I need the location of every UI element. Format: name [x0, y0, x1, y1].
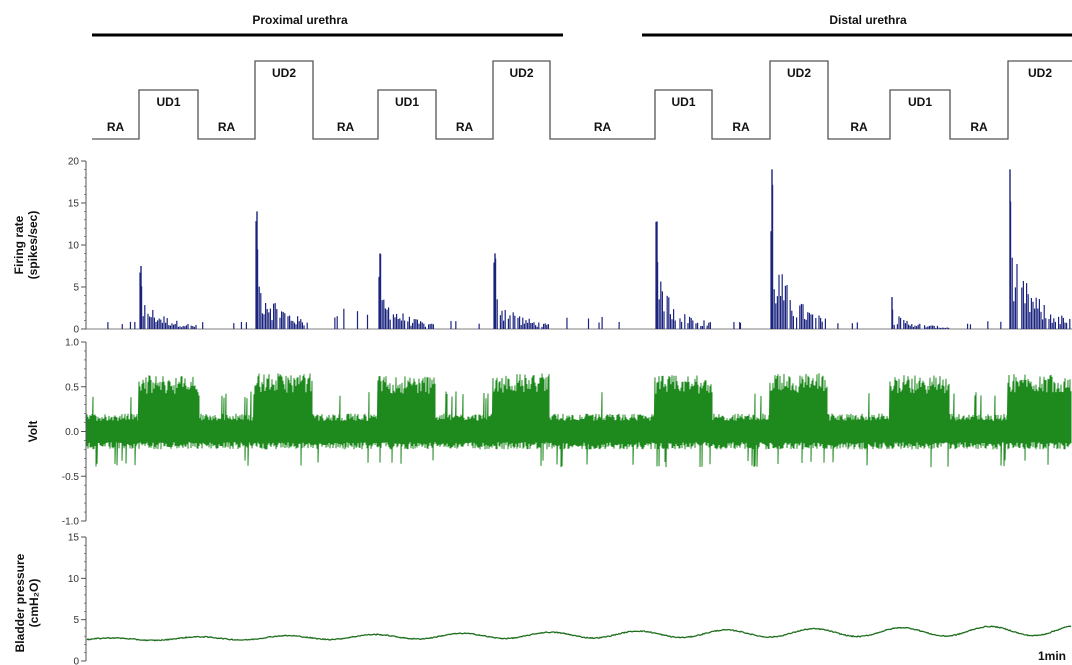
firing-rate-bars-11 [733, 322, 742, 329]
phase-label-7: RA [456, 120, 474, 134]
bladder-pressure-trace [86, 625, 1072, 642]
proximal-section-label: Proximal urethra [252, 13, 348, 27]
firing-rate-bars-7 [450, 320, 480, 329]
protocol-trace: RA UD1 RA UD2 RA UD1 RA UD2 RA UD1 RA UD2 RA UD1 RA UD2 [92, 60, 1072, 140]
firing-rate-bars-1 [107, 321, 136, 329]
volt-tick-label: 1.0 [65, 338, 79, 349]
volt-tick-label: -0.5 [62, 472, 80, 483]
scale-bar-label: 1min [1038, 649, 1066, 663]
firing-rate-bars-9 [566, 316, 620, 329]
firing-rate-bars-3 [202, 321, 248, 329]
phase-label-4: UD2 [272, 66, 296, 80]
volt-panel: 1.0 0.5 0.0 -0.5 -1.0 Volt [26, 338, 1072, 528]
firing-rate-tick-label: 15 [68, 199, 80, 210]
firing-rate-bars-13 [837, 322, 858, 329]
phase-label-1: RA [107, 120, 125, 134]
phase-label-11: RA [732, 120, 750, 134]
firing-rate-bars-10 [655, 221, 712, 329]
phase-label-14: UD1 [908, 95, 932, 109]
distal-section-label: Distal urethra [829, 13, 907, 27]
firing-rate-bars-14 [891, 297, 950, 329]
phase-label-3: RA [218, 120, 236, 134]
phase-label-9: RA [594, 120, 612, 134]
firing-rate-bars-4 [255, 211, 308, 329]
volt-axis-label: Volt [26, 421, 40, 443]
firing-rate-tick-label: 0 [73, 325, 79, 336]
firing-rate-tick-label: 20 [68, 157, 80, 168]
firing-rate-bars-5 [334, 308, 369, 329]
phase-label-5: RA [337, 120, 355, 134]
phase-label-16: UD2 [1028, 66, 1052, 80]
firing-rate-bars-8 [493, 253, 550, 329]
phase-label-8: UD2 [509, 66, 533, 80]
phase-label-10: UD1 [671, 95, 695, 109]
volt-tick-label: -1.0 [62, 517, 80, 528]
firing-rate-tick-label: 5 [73, 283, 79, 294]
phase-label-2: UD1 [156, 95, 180, 109]
firing-rate-bars-6 [378, 253, 434, 329]
bladder-pressure-tick-label: 15 [68, 533, 80, 544]
bladder-pressure-axis-label: Bladder pressure(cmH₂O) [13, 553, 41, 652]
firing-rate-axis-label: Firing rate(spikes/sec) [12, 211, 40, 280]
firing-rate-bars-15 [966, 321, 1002, 329]
protocol-step-line [92, 60, 1072, 140]
volt-tick-label: 0.5 [65, 382, 79, 393]
phase-label-15: RA [970, 120, 988, 134]
bladder-pressure-panel: 15 10 5 0 Bladder pressure(cmH₂O) [13, 533, 1072, 665]
bladder-pressure-tick-label: 10 [68, 574, 80, 585]
bladder-pressure-tick-label: 5 [73, 615, 79, 626]
bladder-pressure-tick-label: 0 [73, 657, 79, 665]
phase-label-12: UD2 [787, 66, 811, 80]
phase-label-13: RA [850, 120, 868, 134]
phase-label-6: UD1 [395, 95, 419, 109]
firing-rate-bars-2 [139, 266, 197, 329]
firing-rate-panel: 0 5 10 15 20 Firing rate(spikes/sec) [12, 157, 1072, 336]
firing-rate-bars-16 [1009, 169, 1071, 329]
volt-trace [86, 373, 1072, 468]
firing-rate-bars-12 [770, 169, 827, 329]
volt-tick-label: 0.0 [65, 427, 79, 438]
firing-rate-tick-label: 10 [68, 241, 80, 252]
